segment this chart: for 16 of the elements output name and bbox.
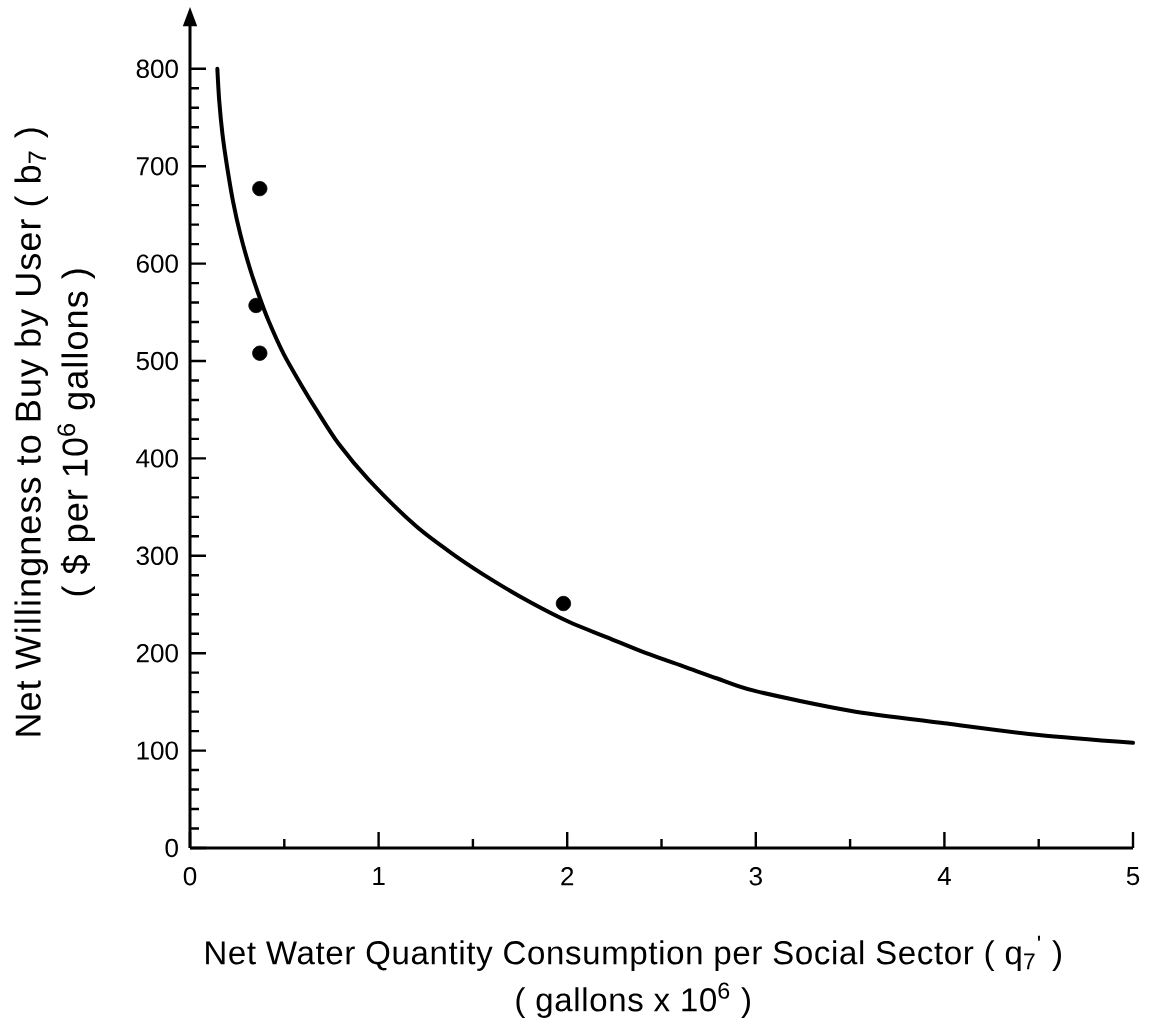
y-tick-label: 300 (136, 546, 178, 565)
y-tick-label: 200 (136, 643, 178, 663)
x-tick-label: 0 (183, 867, 197, 886)
y-tick-label: 500 (136, 351, 178, 371)
text: Net Water Quantity Consumption per Social Sector ( q$_{7}$$^{'}$ ) ( gallons x 10$^{6}$ ) (206, 935, 1061, 1018)
x-tick-label: 1 (373, 867, 385, 885)
y-tick-label: 100 (137, 741, 178, 760)
x-tick-label: 4 (937, 867, 951, 885)
y-tick-label: 600 (136, 254, 178, 273)
y-tick-label: 400 (136, 449, 178, 468)
y-tick-label: 700 (136, 157, 178, 176)
x-tick-label: 5 (1126, 867, 1140, 886)
y-tick-label: 800 (136, 59, 178, 79)
x-tick-label: 3 (749, 867, 762, 886)
x-tick-label: 2 (561, 867, 574, 886)
y-tick-label: 0 (165, 838, 178, 858)
